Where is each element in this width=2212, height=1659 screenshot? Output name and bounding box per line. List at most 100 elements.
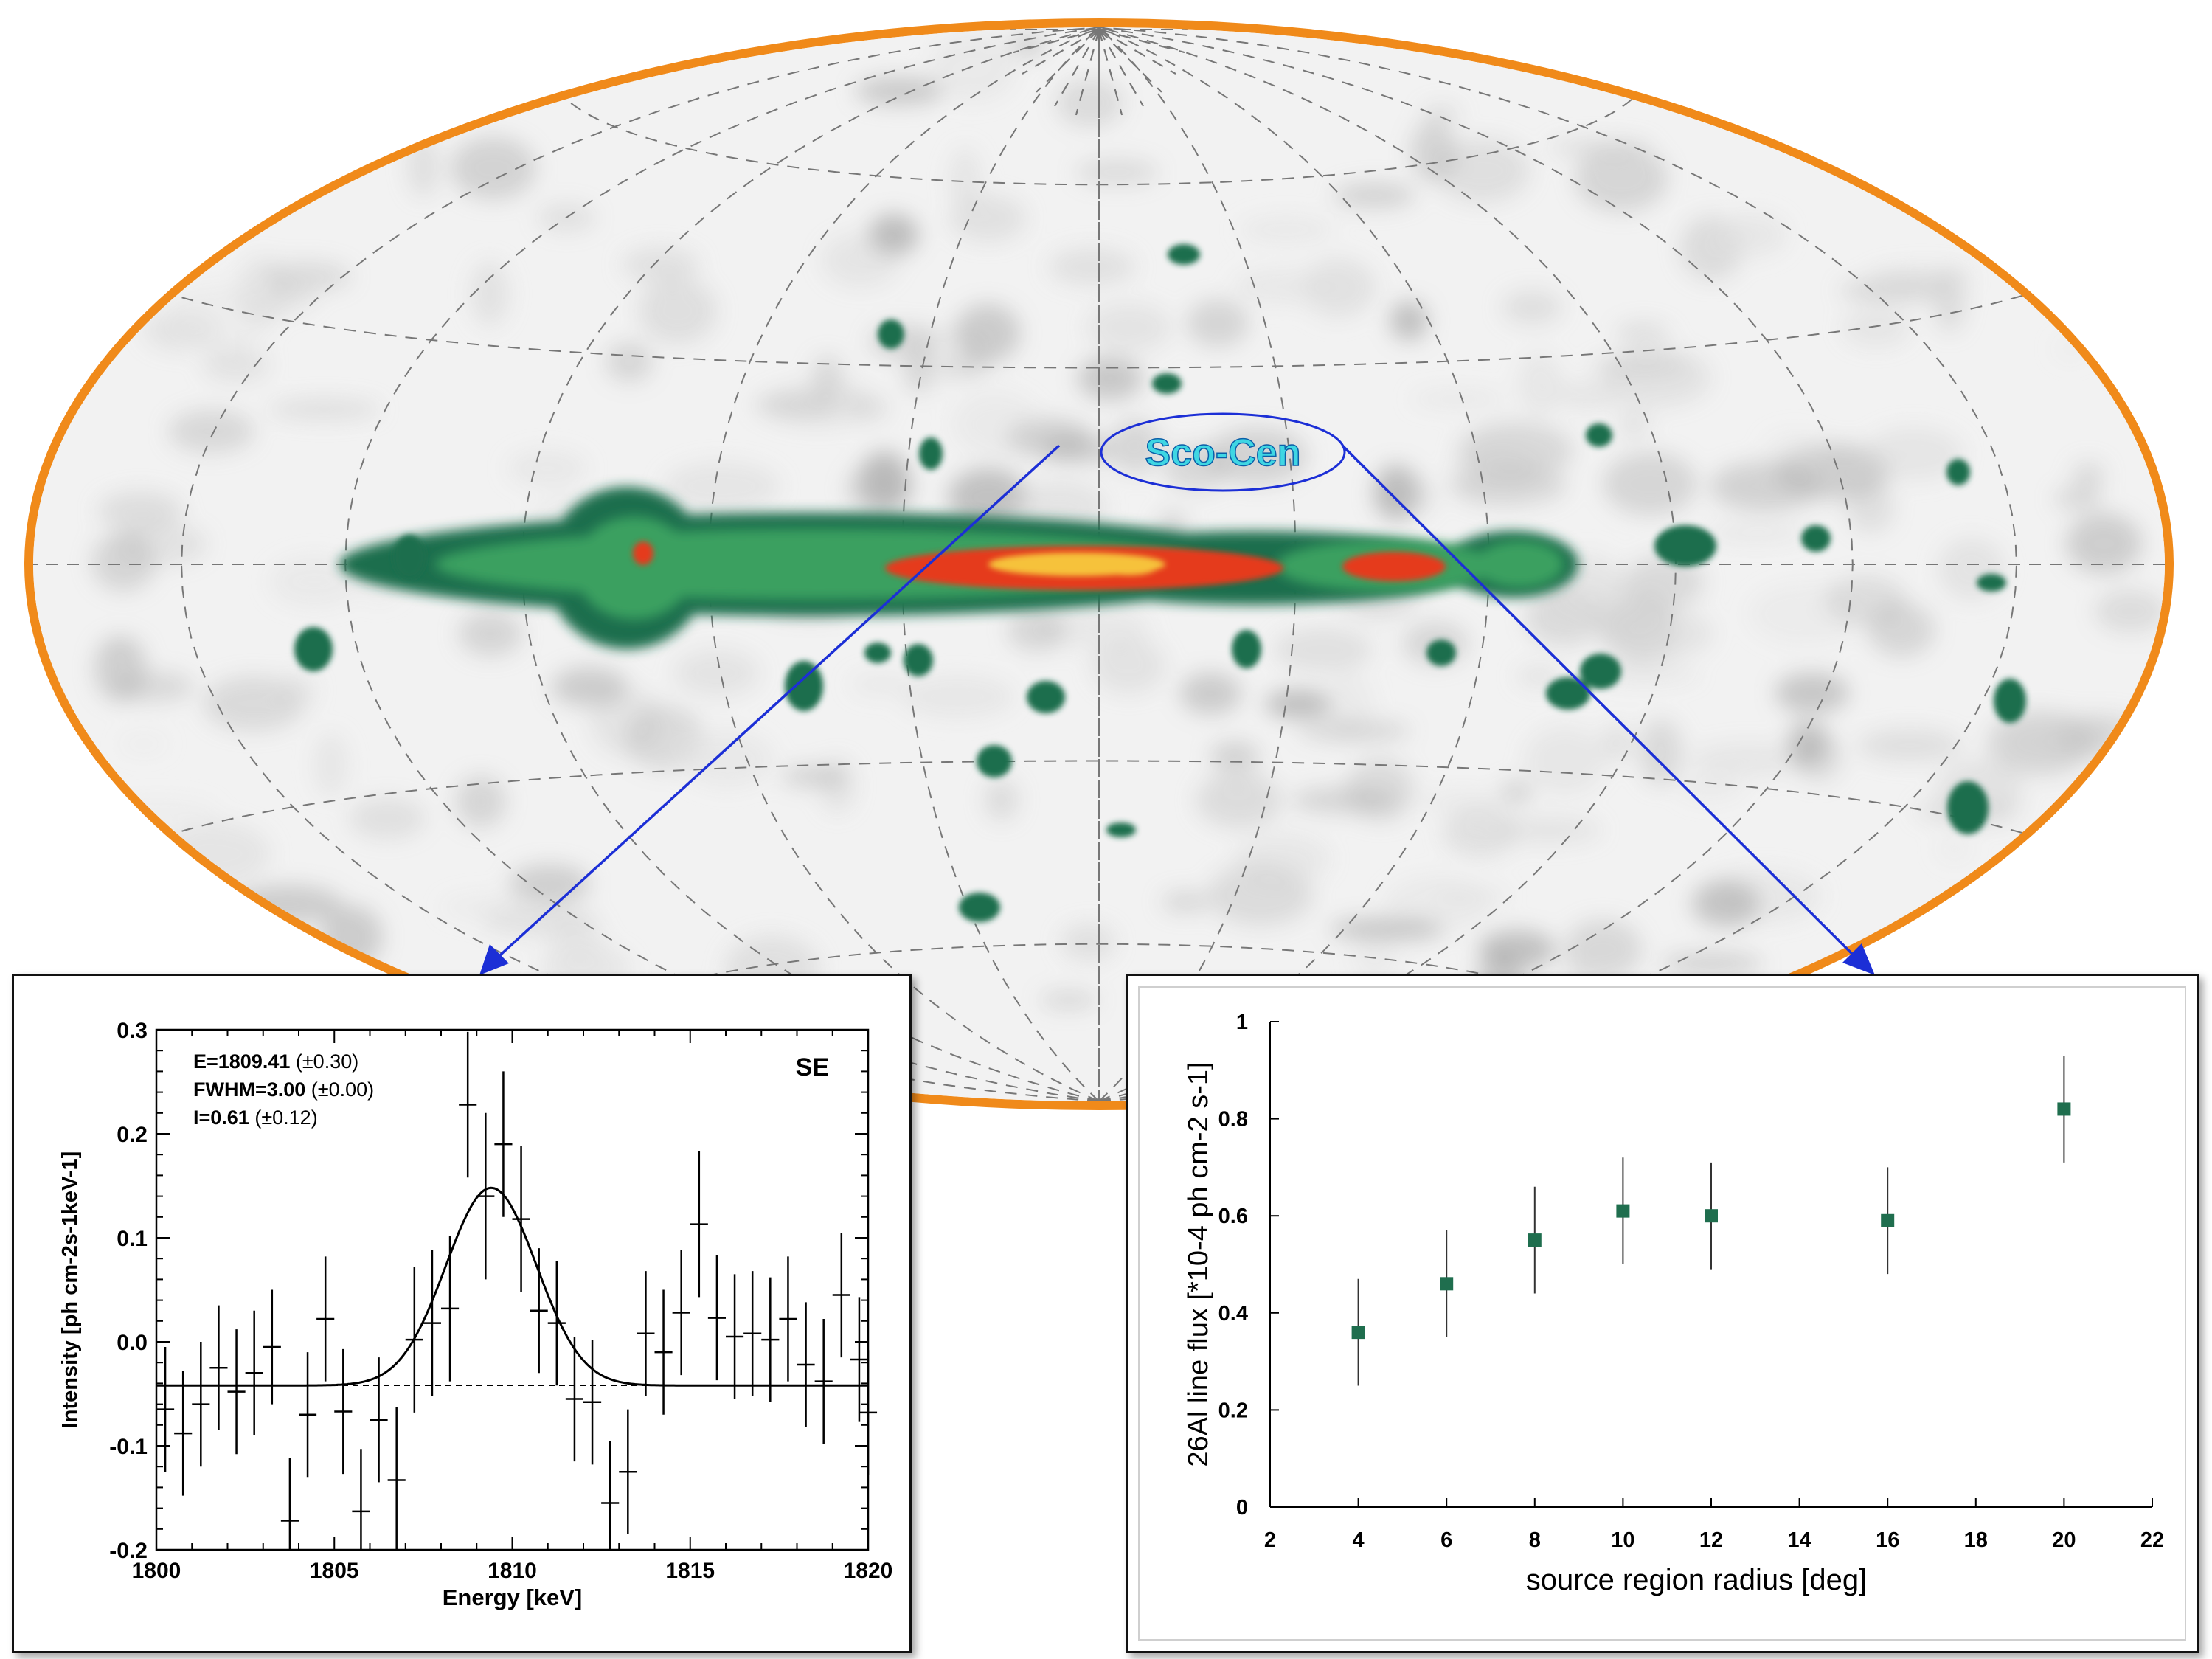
diffuse-patch xyxy=(984,778,1019,821)
spectrum-point xyxy=(441,1236,460,1382)
x-tick-label: 8 xyxy=(1529,1528,1541,1552)
pole-ray xyxy=(1075,29,1100,116)
spectrum-point xyxy=(370,1357,388,1483)
diffuse-patch xyxy=(1265,690,1332,718)
emission-spot xyxy=(1027,681,1065,713)
spectrum-point xyxy=(814,1318,833,1444)
diffuse-patch xyxy=(1603,451,1697,516)
diffuse-patch xyxy=(1075,159,1159,186)
flux-point xyxy=(1881,1167,1895,1275)
diffuse-patch xyxy=(949,148,981,213)
pole-ray xyxy=(1054,29,1100,107)
spectrum-point xyxy=(245,1310,263,1435)
arrow-right-head xyxy=(1842,943,1875,975)
spectrum-point xyxy=(726,1274,744,1399)
diffuse-patch xyxy=(2053,487,2103,510)
y-axis-label: Intensity [ph cm-2s-1keV-1] xyxy=(58,1151,82,1429)
diffuse-patch xyxy=(1061,924,1115,961)
diffuse-patch xyxy=(1691,880,1761,928)
emission-spot xyxy=(1546,677,1590,710)
emission-spot xyxy=(864,643,891,663)
diffuse-patch xyxy=(948,468,1028,527)
flux-panel: 2 4 6 8 10 12 14 16 18 20 22 0 0.2 0.4 0.6 0.8 1 source r… xyxy=(1126,974,2199,1653)
spectrum-point xyxy=(192,1342,210,1467)
ridge-segment xyxy=(1475,541,1564,588)
diffuse-patch xyxy=(1660,952,1764,974)
diffuse-patch xyxy=(1306,260,1379,314)
spectrum-point xyxy=(779,1256,797,1382)
spectrum-point xyxy=(494,1071,513,1217)
x-tick-label: 10 xyxy=(1611,1528,1634,1552)
diffuse-patch xyxy=(2072,461,2105,491)
region-label: SE xyxy=(796,1053,829,1081)
spectrum-point xyxy=(565,1336,583,1462)
y-tick-label: 0.2 xyxy=(1218,1399,1248,1422)
diffuse-patch xyxy=(1710,461,1820,512)
flux-plot: 2 4 6 8 10 12 14 16 18 20 22 0 0.2 0.4 0.6 0.8 1 source r… xyxy=(1183,1011,2164,1596)
fit-curve xyxy=(156,1186,868,1387)
diffuse-patch xyxy=(1691,743,1805,777)
longitude-line xyxy=(1098,27,1854,1101)
flux-point xyxy=(1705,1162,1718,1270)
diffuse-patch xyxy=(1705,523,1808,544)
diffuse-patch xyxy=(1601,347,1712,407)
spectrum-point xyxy=(227,1329,246,1455)
spectrum-point xyxy=(743,1271,762,1396)
flux-point xyxy=(1440,1230,1454,1337)
flux-point xyxy=(2057,1056,2071,1163)
diffuse-patch xyxy=(1329,918,1445,941)
spectrum-plot: 1800 1805 1810 1815 1820 0.3 0.2 0.1 0.0 -0.1 -0.2… xyxy=(58,1019,892,1610)
diffuse-patch xyxy=(507,450,587,487)
spectrum-point xyxy=(850,1297,868,1422)
diffuse-patch xyxy=(1842,308,1910,347)
diffuse-patch xyxy=(1162,891,1210,913)
x-tick-label: 22 xyxy=(2140,1528,2164,1552)
emission-spot xyxy=(1947,781,1989,834)
y-tick-label: 0.2 xyxy=(117,1123,148,1147)
diffuse-patch xyxy=(1196,772,1283,828)
emission-spot xyxy=(878,319,904,349)
y-tick-label: 0.6 xyxy=(1218,1205,1248,1228)
pole-ray xyxy=(1098,29,1162,93)
diffuse-patch xyxy=(1179,672,1241,715)
x-tick-label: 18 xyxy=(1964,1528,1988,1552)
diffuse-patch xyxy=(1618,407,1650,441)
diffuse-patch xyxy=(1450,465,1567,506)
diffuse-patch xyxy=(1333,183,1415,208)
emission-spot xyxy=(919,437,943,470)
diffuse-emission xyxy=(91,33,2165,1097)
zoom-arrows xyxy=(479,444,1875,975)
diffuse-patch xyxy=(1422,104,1461,125)
ridge-segment xyxy=(1342,552,1446,581)
emission-spot xyxy=(1994,679,2026,723)
ridge-segment xyxy=(633,541,653,565)
x-tick-label: 20 xyxy=(2052,1528,2076,1552)
diffuse-patch xyxy=(1639,719,1683,786)
diffuse-patch xyxy=(1186,299,1249,347)
longitude-line xyxy=(521,27,1100,1101)
diffuse-patch xyxy=(1239,215,1334,244)
spectrum-panel: 1800 1805 1810 1815 1820 0.3 0.2 0.1 0.0 -0.1 -0.2… xyxy=(12,974,912,1653)
x-tick-label: 2 xyxy=(1264,1528,1276,1552)
diffuse-patch xyxy=(1525,727,1606,794)
diffuse-patch xyxy=(1042,436,1116,464)
spectrum-point xyxy=(476,1112,495,1280)
diffuse-patch xyxy=(1478,929,1556,969)
y-tick-label: 0.0 xyxy=(117,1331,148,1355)
x-tick-label: 14 xyxy=(1787,1528,1811,1552)
diffuse-patch xyxy=(2066,513,2143,575)
pole-ray xyxy=(1098,29,1185,54)
diffuse-patch xyxy=(269,556,360,608)
diffuse-patch xyxy=(638,277,717,344)
diffuse-patch xyxy=(1092,637,1166,693)
diffuse-patch xyxy=(458,610,523,657)
spectrum-point xyxy=(832,1232,850,1358)
diffuse-patch xyxy=(1207,427,1308,485)
diffuse-patch xyxy=(954,303,1021,363)
diffuse-patch xyxy=(1775,672,1849,713)
y-tick-label: 0.4 xyxy=(1218,1302,1248,1326)
diffuse-patch xyxy=(119,735,167,753)
diffuse-patch xyxy=(606,342,653,383)
diffuse-patch xyxy=(455,775,506,828)
emission-spot xyxy=(393,535,426,579)
